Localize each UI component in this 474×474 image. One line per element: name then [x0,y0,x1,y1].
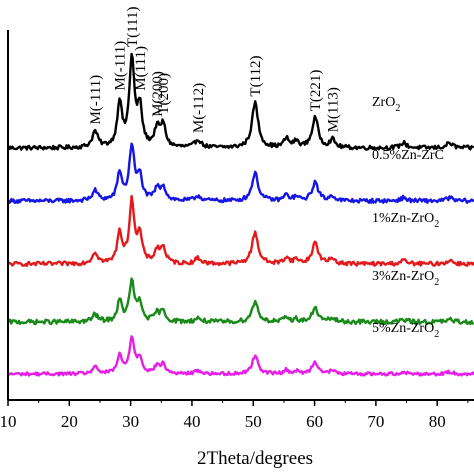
series-label: ZrO2 [372,95,400,114]
series-label-subscript: 2 [395,103,400,114]
x-tick-label: 40 [183,412,200,431]
peak-annotation: M(-111) [88,75,104,125]
series-line [7,194,474,267]
x-tick-label: 10 [0,412,17,431]
series-label: 5%Zn-ZrO2 [372,321,439,340]
series-label: 3%Zn-ZrO2 [372,269,439,288]
annotation-layer: M(-111)M(-111)T(111)M(111)M(200)T(200) M(… [88,7,341,134]
label-layer: ZrO20.5%Zn-ZrC1%Zn-ZrO23%Zn-ZrO25%Zn-ZrO… [372,95,444,340]
series-label: 1%Zn-ZrO2 [372,211,439,230]
series-line [7,335,474,377]
axis-layer: 10 20 30 40 50 60 70 80 [0,30,474,431]
x-tick-label: 50 [245,412,262,431]
peak-annotation: T(111) [125,7,141,48]
series-layer [6,52,474,377]
series-label-subscript: 2 [434,277,439,288]
peak-annotation: T(200) [156,73,172,115]
x-tick-label: 60 [306,412,323,431]
series-label-subscript: 2 [434,219,439,230]
series-label-main: ZrO [372,95,395,110]
series-line [6,142,474,205]
peak-annotation: T(221) [308,70,324,112]
x-tick-label: 30 [122,412,139,431]
peak-annotation: M(113) [325,87,341,132]
series-label-main: 5%Zn-ZrO [372,321,434,336]
x-tick-label: 70 [367,412,384,431]
peak-annotation: M(-112) [191,83,207,133]
series-line [7,277,474,326]
series-label: 0.5%Zn-ZrC [372,148,444,163]
peak-annotation: T(112) [248,55,264,96]
series-label-main: 1%Zn-ZrO [372,211,434,226]
peak-annotation: M(111) [133,46,149,91]
peak-annotation: M(-111) [113,41,129,91]
x-tick-label: 20 [61,412,78,431]
series-label-subscript: 2 [434,329,439,340]
series-label-main: 0.5%Zn-ZrC [372,148,444,163]
series-line [6,52,474,151]
peak-annotation: M(200) [150,71,166,117]
x-axis-title: 2Theta/degrees [197,448,313,469]
series-label-main: 3%Zn-ZrO [372,269,434,284]
x-tick-label: 80 [429,412,446,431]
